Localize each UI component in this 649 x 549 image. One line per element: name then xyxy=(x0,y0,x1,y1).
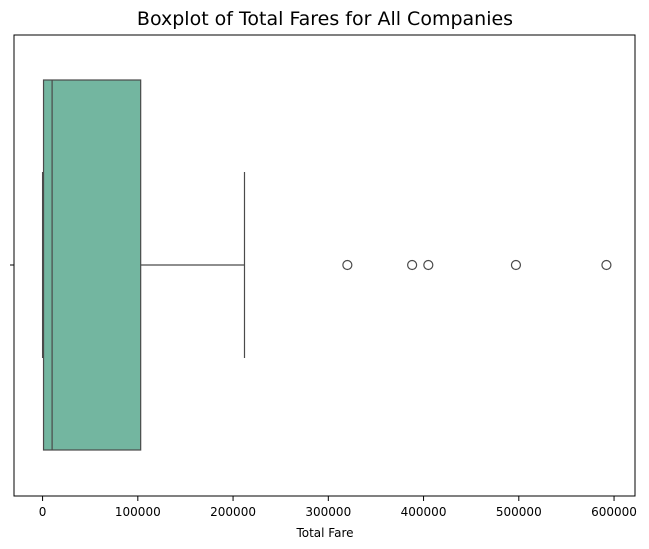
x-tick-label: 600000 xyxy=(591,505,637,519)
outlier-point xyxy=(423,259,434,271)
outlier-point xyxy=(342,259,353,271)
x-axis-label: Total Fare xyxy=(295,526,353,540)
outlier-point xyxy=(510,259,522,271)
x-tick-label: 100000 xyxy=(115,505,161,519)
chart-marks xyxy=(41,79,612,451)
chart-title: Boxplot of Total Fares for All Companies xyxy=(137,8,513,30)
iqr-box xyxy=(42,79,142,451)
x-tick-label: 0 xyxy=(39,505,47,519)
outlier-point xyxy=(407,259,418,271)
x-axis: 0 100000 200000 300000 400000 500000 600000 xyxy=(39,496,637,519)
x-tick-label: 200000 xyxy=(210,505,256,519)
x-tick-label: 500000 xyxy=(496,505,542,519)
x-tick-label: 400000 xyxy=(401,505,447,519)
x-tick-label: 300000 xyxy=(305,505,351,519)
outlier-point xyxy=(601,259,612,271)
